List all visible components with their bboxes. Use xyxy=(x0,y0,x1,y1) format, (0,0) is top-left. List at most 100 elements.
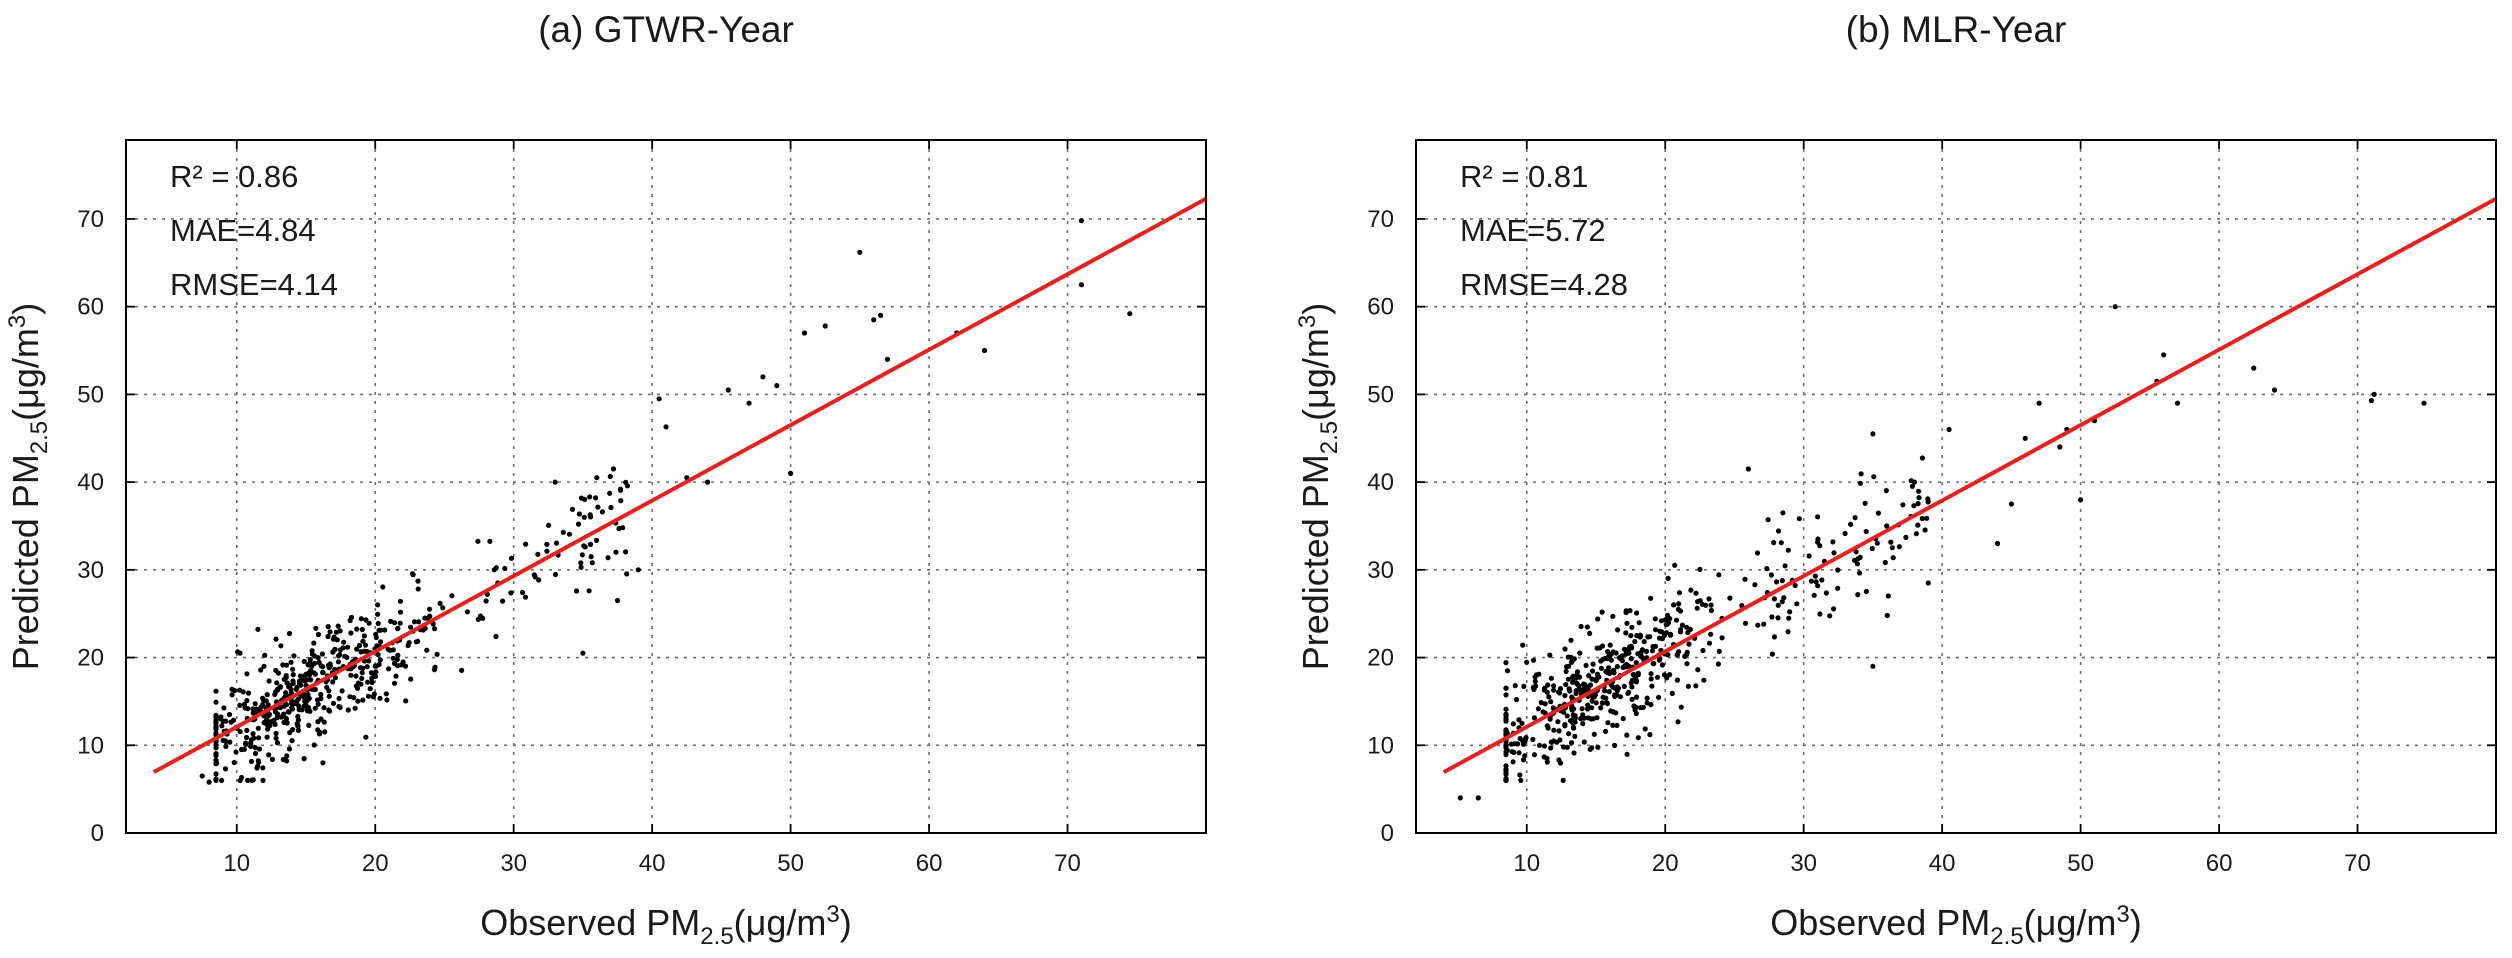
scatter-point xyxy=(213,724,219,730)
scatter-point xyxy=(1913,531,1919,537)
scatter-point xyxy=(1577,650,1583,656)
scatter-point xyxy=(1503,752,1509,758)
scatter-point xyxy=(1585,702,1591,708)
scatter-point xyxy=(1564,744,1570,750)
scatter-point xyxy=(1674,652,1680,658)
scatter-point xyxy=(1708,631,1714,637)
scatter-point xyxy=(2161,352,2167,358)
scatter-point xyxy=(252,750,259,757)
scatter-point xyxy=(1650,661,1656,667)
scatter-point xyxy=(1634,633,1640,639)
x-tick-label: 60 xyxy=(916,850,943,877)
scatter-point xyxy=(397,609,404,615)
scatter-point xyxy=(464,609,470,615)
scatter-point xyxy=(1538,700,1544,706)
scatter-point xyxy=(237,702,243,708)
scatter-point xyxy=(377,657,383,663)
y-tick-label: 60 xyxy=(77,294,104,321)
scatter-point xyxy=(326,688,332,694)
x-tick-label: 60 xyxy=(2206,850,2233,877)
scatter-point xyxy=(1544,723,1550,729)
scatter-point xyxy=(523,541,529,547)
scatter-point xyxy=(1580,721,1586,727)
scatter-point xyxy=(1687,626,1693,633)
scatter-point xyxy=(1503,660,1509,666)
scatter-point xyxy=(1716,648,1722,655)
scatter-point xyxy=(588,554,594,560)
scatter-point xyxy=(393,673,399,679)
scatter-point xyxy=(218,714,224,720)
scatter-point xyxy=(213,753,219,759)
scatter-point xyxy=(1604,655,1610,662)
scatter-point xyxy=(332,675,339,681)
scatter-point xyxy=(1946,426,1952,433)
scatter-point xyxy=(1610,613,1616,620)
scatter-point xyxy=(1855,556,1861,562)
scatter-point xyxy=(348,630,354,636)
scatter-point xyxy=(1531,715,1537,721)
y-tick-label: 10 xyxy=(77,732,104,759)
stat-label: MAE=5.72 xyxy=(1460,213,1606,248)
scatter-point xyxy=(617,486,624,492)
scatter-point xyxy=(566,531,573,537)
scatter-point xyxy=(245,690,252,696)
scatter-point xyxy=(199,773,205,779)
scatter-point xyxy=(575,521,582,527)
scatter-point xyxy=(296,678,303,684)
scatter-point xyxy=(1503,771,1509,777)
scatter-point xyxy=(1579,706,1585,712)
scatter-point xyxy=(326,693,332,699)
scatter-point xyxy=(286,684,292,690)
scatter-point xyxy=(553,540,560,546)
scatter-point xyxy=(375,652,381,658)
scatter-point xyxy=(372,673,379,680)
scatter-point xyxy=(287,730,293,736)
scatter-point xyxy=(1557,760,1564,766)
scatter-point xyxy=(237,729,243,735)
scatter-point xyxy=(260,695,266,701)
scatter-point xyxy=(280,756,286,763)
scatter-point xyxy=(250,731,256,737)
scatter-point xyxy=(704,479,711,485)
scatter-point xyxy=(1903,534,1909,541)
scatter-point xyxy=(1671,602,1677,608)
scatter-point xyxy=(1581,681,1587,687)
scatter-point xyxy=(219,723,225,729)
scatter-point xyxy=(342,653,348,659)
scatter-point xyxy=(1521,683,1527,690)
scatter-point xyxy=(275,687,281,693)
scatter-point xyxy=(285,709,291,715)
scatter-point xyxy=(2271,387,2278,393)
scatter-point xyxy=(1628,656,1634,662)
scatter-point xyxy=(221,705,227,711)
scatter-point xyxy=(283,701,289,708)
scatter-point xyxy=(1994,540,2001,547)
scatter-point xyxy=(365,679,371,685)
scatter-point xyxy=(1669,690,1675,697)
scatter-point xyxy=(340,645,346,651)
scatter-point xyxy=(1603,668,1609,675)
scatter-point xyxy=(291,653,297,659)
scatter-point xyxy=(365,693,372,699)
scatter-point xyxy=(1518,777,1524,784)
scatter-point xyxy=(337,704,343,711)
scatter-point xyxy=(1565,676,1571,682)
scatter-point xyxy=(416,619,422,625)
scatter-point xyxy=(289,705,295,711)
y-axis-label-main: Predicted PM xyxy=(5,454,46,670)
scatter-point xyxy=(449,593,455,599)
scatter-point xyxy=(1769,651,1775,657)
y-tick-label: 0 xyxy=(91,820,104,847)
scatter-point xyxy=(1510,759,1516,765)
stat-label: RMSE=4.14 xyxy=(170,267,338,302)
scatter-point xyxy=(244,727,250,734)
scatter-point xyxy=(1581,739,1587,745)
scatter-point xyxy=(380,584,386,590)
scatter-point xyxy=(305,692,311,698)
scatter-point xyxy=(222,766,229,772)
scatter-point xyxy=(1522,753,1528,759)
scatter-point xyxy=(345,707,351,713)
x-tick-label: 50 xyxy=(2067,850,2094,877)
scatter-point xyxy=(1629,684,1635,690)
scatter-point xyxy=(595,504,601,510)
